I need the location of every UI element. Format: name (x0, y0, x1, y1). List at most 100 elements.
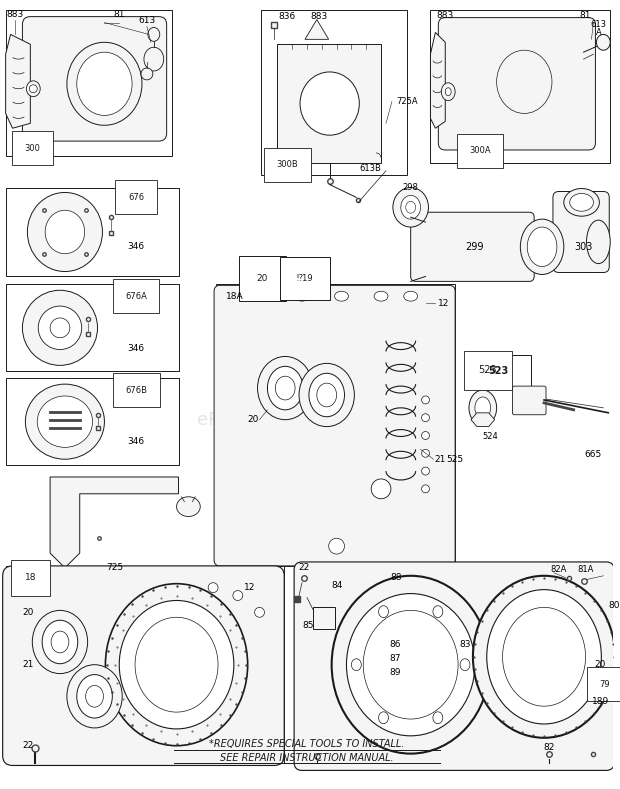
Text: 524: 524 (483, 432, 498, 441)
Text: 665: 665 (585, 450, 602, 458)
Ellipse shape (295, 291, 309, 301)
Text: 20: 20 (22, 608, 34, 617)
Ellipse shape (119, 600, 234, 729)
Ellipse shape (233, 591, 243, 600)
Text: 676: 676 (128, 193, 144, 202)
Text: 89: 89 (389, 668, 401, 677)
Ellipse shape (352, 659, 361, 671)
Ellipse shape (144, 47, 164, 71)
Text: 525: 525 (446, 454, 464, 464)
Ellipse shape (32, 611, 87, 674)
Text: A: A (596, 28, 601, 37)
Ellipse shape (86, 686, 104, 707)
Ellipse shape (497, 50, 552, 114)
Text: 300B: 300B (277, 160, 298, 170)
Ellipse shape (27, 193, 102, 271)
Text: 81A: 81A (577, 566, 594, 574)
FancyBboxPatch shape (410, 212, 534, 282)
Text: 523: 523 (479, 365, 497, 376)
FancyBboxPatch shape (6, 378, 179, 466)
Ellipse shape (42, 620, 78, 664)
Text: 523: 523 (489, 366, 509, 376)
Text: ⁉19: ⁉19 (296, 274, 313, 283)
Text: ↑19: ↑19 (293, 274, 311, 283)
Ellipse shape (309, 373, 345, 417)
Ellipse shape (404, 291, 418, 301)
Ellipse shape (335, 291, 348, 301)
Ellipse shape (422, 432, 430, 439)
Ellipse shape (422, 467, 430, 475)
Ellipse shape (67, 664, 122, 728)
Text: eReplacementParts.com: eReplacementParts.com (197, 411, 417, 428)
FancyBboxPatch shape (553, 192, 609, 272)
FancyBboxPatch shape (6, 188, 179, 276)
Text: 84: 84 (331, 581, 342, 590)
Ellipse shape (475, 397, 490, 419)
Text: 22: 22 (298, 563, 309, 572)
Ellipse shape (77, 675, 112, 718)
Ellipse shape (460, 659, 470, 671)
FancyBboxPatch shape (6, 284, 179, 372)
Ellipse shape (38, 306, 82, 350)
FancyBboxPatch shape (6, 566, 284, 764)
Text: 21: 21 (435, 454, 446, 464)
Ellipse shape (105, 584, 247, 746)
Text: 298: 298 (403, 183, 418, 192)
Text: 82A: 82A (551, 566, 567, 574)
Text: 676A: 676A (125, 292, 147, 301)
Ellipse shape (51, 631, 69, 653)
Text: 18: 18 (25, 574, 36, 582)
Ellipse shape (275, 376, 295, 400)
Text: *REQUIRES SPECIAL TOOLS TO INSTALL.: *REQUIRES SPECIAL TOOLS TO INSTALL. (210, 739, 405, 749)
Ellipse shape (527, 227, 557, 267)
Polygon shape (50, 477, 179, 568)
Ellipse shape (379, 606, 389, 618)
Ellipse shape (22, 290, 97, 365)
Ellipse shape (587, 220, 610, 264)
Text: 20: 20 (257, 274, 268, 283)
Text: 79: 79 (599, 680, 609, 689)
Ellipse shape (77, 52, 132, 115)
Text: 80: 80 (608, 601, 620, 610)
Text: 86: 86 (389, 641, 401, 649)
Ellipse shape (135, 617, 218, 712)
FancyBboxPatch shape (467, 356, 531, 387)
FancyBboxPatch shape (6, 9, 172, 156)
Ellipse shape (422, 413, 430, 421)
Text: 83: 83 (459, 641, 471, 649)
Polygon shape (6, 35, 30, 129)
Ellipse shape (141, 68, 153, 80)
FancyBboxPatch shape (216, 284, 455, 566)
Ellipse shape (393, 188, 428, 227)
Text: 21: 21 (22, 660, 34, 669)
Ellipse shape (441, 83, 455, 100)
Text: 883: 883 (6, 10, 23, 19)
Ellipse shape (37, 396, 92, 447)
Text: 725: 725 (106, 563, 123, 572)
Ellipse shape (401, 196, 420, 219)
Ellipse shape (50, 318, 70, 338)
FancyBboxPatch shape (513, 386, 546, 415)
FancyBboxPatch shape (22, 17, 167, 141)
Text: 87: 87 (389, 654, 401, 664)
Ellipse shape (433, 712, 443, 724)
FancyBboxPatch shape (430, 9, 610, 163)
Text: 346: 346 (128, 437, 144, 446)
Text: SEE REPAIR INSTRUCTION MANUAL.: SEE REPAIR INSTRUCTION MANUAL. (220, 753, 394, 762)
Text: 613B: 613B (360, 164, 381, 174)
Text: 18A: 18A (226, 292, 244, 301)
Text: 82: 82 (543, 743, 555, 752)
Ellipse shape (347, 593, 475, 736)
FancyBboxPatch shape (294, 562, 614, 770)
Text: 20: 20 (595, 660, 606, 669)
FancyBboxPatch shape (374, 632, 415, 686)
Text: 85: 85 (302, 621, 314, 630)
FancyBboxPatch shape (260, 9, 407, 174)
Text: 299: 299 (466, 241, 484, 252)
Ellipse shape (445, 88, 451, 95)
Ellipse shape (422, 449, 430, 458)
Ellipse shape (473, 576, 615, 738)
Ellipse shape (374, 291, 388, 301)
Ellipse shape (433, 606, 443, 618)
Ellipse shape (67, 43, 142, 125)
